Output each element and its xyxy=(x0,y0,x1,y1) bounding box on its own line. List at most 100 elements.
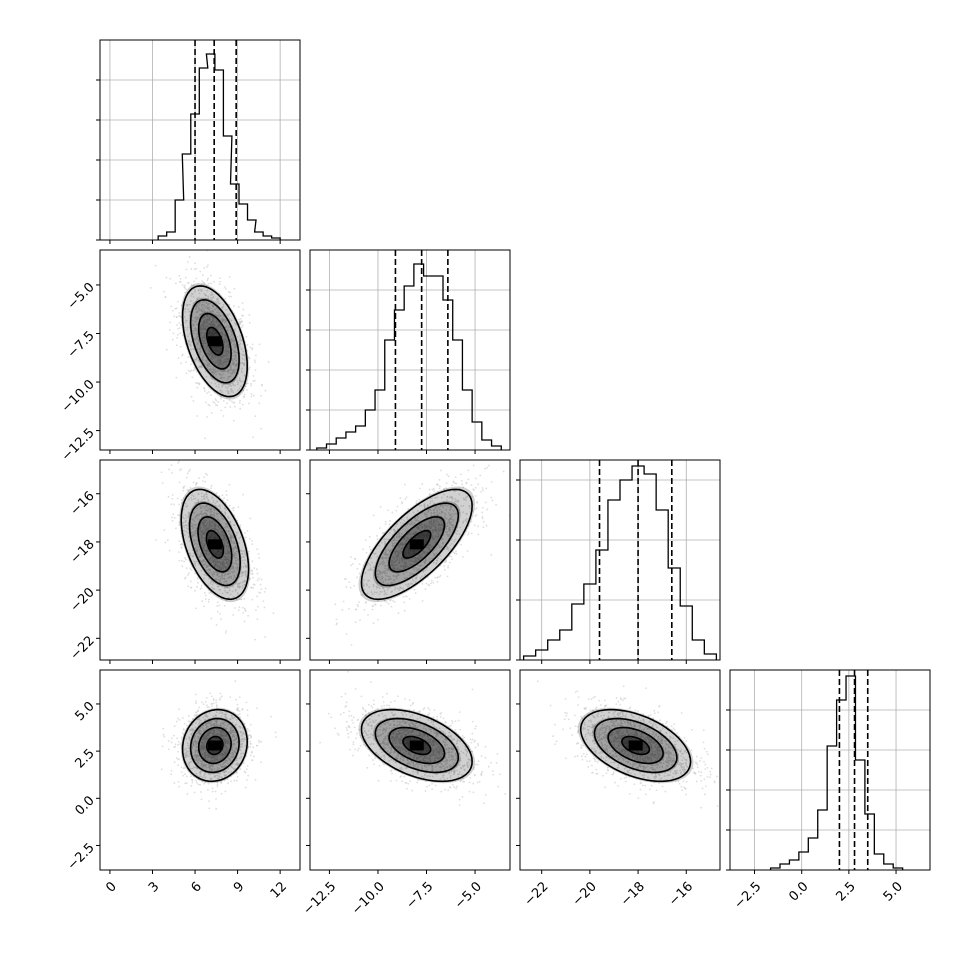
scatter-point xyxy=(205,553,208,555)
scatter-point xyxy=(490,554,493,556)
scatter-point xyxy=(201,324,204,326)
scatter-point xyxy=(176,333,179,336)
scatter-point xyxy=(244,771,247,774)
scatter-point xyxy=(435,552,438,555)
scatter-point xyxy=(248,314,251,316)
scatter-point xyxy=(195,370,198,373)
scatter-point xyxy=(194,564,197,567)
scatter-point xyxy=(236,519,239,522)
scatter-point xyxy=(196,751,199,754)
scatter-point xyxy=(171,494,174,496)
scatter-point xyxy=(206,416,209,418)
scatter-point xyxy=(188,762,191,765)
scatter-point xyxy=(244,355,246,357)
scatter-point xyxy=(436,510,439,513)
scatter-point xyxy=(450,513,453,515)
scatter-point xyxy=(203,591,206,594)
scatter-point xyxy=(185,268,188,271)
scatter-point xyxy=(175,527,177,530)
scatter-point xyxy=(435,514,438,516)
scatter-point xyxy=(206,497,209,500)
scatter-point xyxy=(195,711,197,714)
scatter-point xyxy=(208,520,211,523)
scatter-point xyxy=(427,509,430,512)
scatter-point xyxy=(223,542,226,545)
scatter-point xyxy=(238,401,241,404)
scatter-point xyxy=(227,529,230,532)
scatter-point xyxy=(243,598,246,600)
scatter-point xyxy=(163,735,166,738)
scatter-point xyxy=(236,592,239,594)
scatter-point xyxy=(231,352,234,355)
scatter-point xyxy=(434,528,437,531)
scatter-point xyxy=(233,322,236,325)
scatter-point xyxy=(233,350,236,352)
scatter-point xyxy=(457,499,460,502)
scatter-point xyxy=(267,361,270,363)
scatter-point xyxy=(211,580,214,583)
scatter-point xyxy=(391,534,394,536)
scatter-point xyxy=(240,598,243,601)
scatter-point xyxy=(482,526,485,529)
scatter-point xyxy=(220,356,223,359)
scatter-point xyxy=(205,401,207,404)
scatter-point xyxy=(216,561,219,564)
scatter-point xyxy=(207,316,210,319)
scatter-point xyxy=(222,306,225,308)
scatter-point xyxy=(219,729,221,732)
scatter-point xyxy=(252,375,255,377)
scatter-point xyxy=(251,598,254,601)
scatter-point xyxy=(241,584,244,587)
scatter-point xyxy=(382,563,384,566)
scatter-point xyxy=(228,399,231,401)
scatter-point xyxy=(195,501,198,504)
scatter-point xyxy=(343,578,346,580)
scatter-point xyxy=(234,552,237,555)
scatter-point xyxy=(425,582,428,585)
scatter-point xyxy=(216,500,218,503)
scatter-point xyxy=(224,587,226,589)
scatter-point xyxy=(243,762,245,765)
scatter-point xyxy=(218,513,221,516)
scatter-point xyxy=(252,436,255,439)
scatter-point xyxy=(204,552,207,555)
scatter-point xyxy=(244,553,246,556)
scatter-point xyxy=(181,565,184,568)
scatter-point xyxy=(398,557,401,560)
histogram-step xyxy=(522,465,718,660)
scatter-point xyxy=(246,389,248,391)
scatter-point xyxy=(209,692,211,695)
scatter-point xyxy=(228,550,231,553)
scatter-point xyxy=(229,535,232,538)
scatter-point xyxy=(403,577,406,580)
scatter-point xyxy=(399,543,402,546)
scatter-point xyxy=(365,602,367,604)
scatter-point xyxy=(470,520,473,523)
scatter-point xyxy=(438,554,441,557)
scatter-point xyxy=(393,564,396,567)
scatter-point xyxy=(452,524,455,527)
scatter-point xyxy=(379,590,382,593)
scatter-point xyxy=(189,487,192,489)
scatter-point xyxy=(396,567,399,570)
scatter-point xyxy=(445,517,448,520)
scatter-point xyxy=(225,748,228,750)
scatter-point xyxy=(189,363,192,366)
scatter-point xyxy=(369,548,372,551)
scatter-point xyxy=(201,776,204,779)
scatter-point xyxy=(236,379,238,382)
scatter-point xyxy=(436,580,439,583)
scatter-point xyxy=(216,515,219,518)
scatter-point xyxy=(207,509,210,511)
scatter-point xyxy=(239,362,242,365)
scatter-point xyxy=(225,355,228,357)
scatter-point xyxy=(411,582,414,585)
scatter-point xyxy=(232,419,235,422)
scatter-point xyxy=(179,277,182,280)
scatter-point xyxy=(428,493,431,496)
scatter-point xyxy=(223,555,225,558)
scatter-point xyxy=(224,580,227,583)
scatter-point xyxy=(451,515,453,518)
scatter-point xyxy=(436,531,439,534)
scatter-point xyxy=(475,513,478,516)
